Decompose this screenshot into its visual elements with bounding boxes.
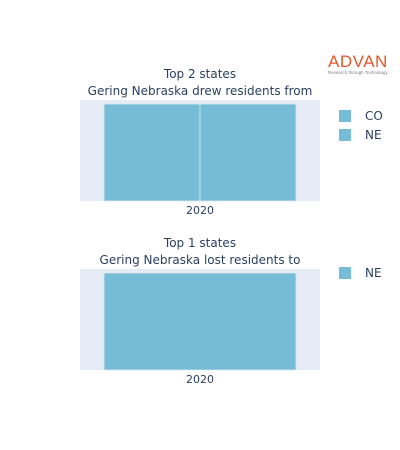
bar-segment-co: [103, 103, 201, 202]
chart-title-line-2: Gering Nebraska lost residents to: [100, 253, 301, 267]
legend-label-co: CO: [365, 109, 383, 123]
legend-swatch-ne: [339, 267, 351, 279]
chart-2: Top 1 states Gering Nebraska lost residen…: [80, 236, 382, 386]
legend-swatch-co: [339, 110, 351, 122]
x-tick-label: 2020: [186, 373, 214, 386]
chart-title-line-2: Gering Nebraska drew residents from: [88, 84, 313, 98]
logo-tagline: Research through Technology: [328, 70, 388, 75]
chart-title-line-1: Top 1 states: [163, 236, 236, 250]
logo-wordmark: ADVAN: [328, 52, 388, 71]
legend-label-ne: NE: [365, 266, 382, 280]
bar-segment-ne: [103, 272, 297, 371]
chart-title-line-1: Top 2 states: [163, 67, 236, 81]
x-tick-label: 2020: [186, 204, 214, 217]
chart-1: Top 2 states Gering Nebraska drew residen…: [80, 67, 383, 217]
advan-logo: ADVAN Research through Technology: [328, 53, 394, 77]
legend-label-ne: NE: [365, 128, 382, 142]
bar-segment-ne: [199, 103, 297, 202]
legend-swatch-ne: [339, 129, 351, 141]
